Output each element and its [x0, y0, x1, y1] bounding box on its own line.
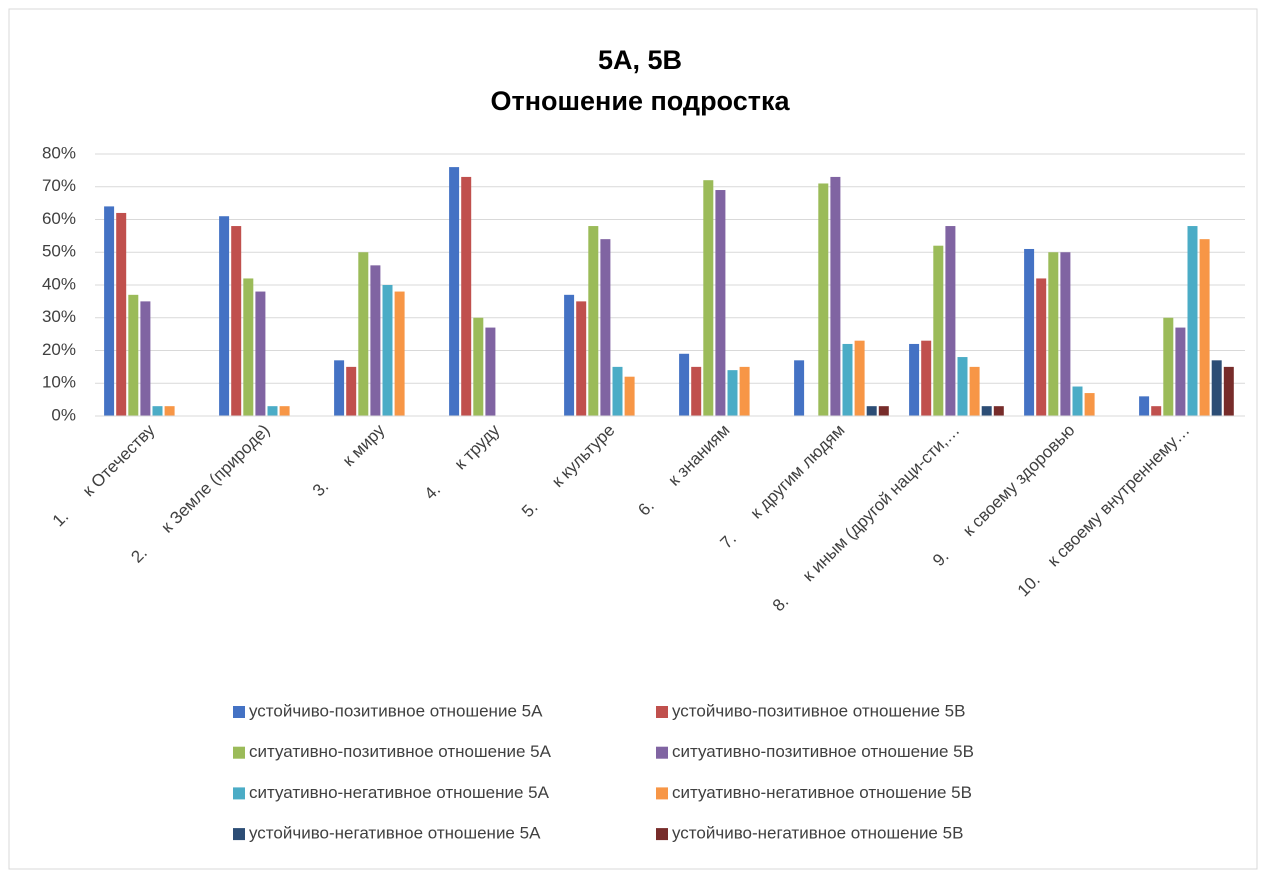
y-tick-label: 60% [42, 209, 76, 228]
bar [981, 406, 992, 416]
legend-label: устойчиво-негативное отношение 5В [672, 824, 963, 843]
chart-title: Отношение подростка [491, 86, 791, 116]
chart-title: 5A, 5B [598, 45, 682, 75]
bar [1036, 278, 1047, 416]
bar [600, 239, 611, 416]
bar [382, 285, 393, 416]
bar [1223, 366, 1234, 416]
bar [279, 406, 290, 416]
bar [794, 360, 805, 416]
bar [564, 294, 575, 416]
bar [854, 340, 865, 416]
bar [164, 406, 175, 416]
bar [588, 226, 599, 416]
bar [679, 353, 690, 416]
y-tick-label: 0% [51, 405, 76, 424]
bar [152, 406, 163, 416]
legend-label: устойчиво-позитивное отношение 5А [249, 701, 543, 720]
bar [219, 216, 230, 416]
legend-label: ситуативно-негативное отношение 5В [672, 783, 972, 802]
bar [993, 406, 1004, 416]
bar [1163, 317, 1174, 416]
bar [358, 252, 369, 416]
bar [715, 190, 726, 416]
y-tick-label: 80% [42, 143, 76, 162]
legend-swatch [233, 828, 245, 841]
legend-label: ситуативно-негативное отношение 5А [249, 783, 550, 802]
y-tick-label: 40% [42, 274, 76, 293]
bar [921, 340, 932, 416]
y-tick-label: 30% [42, 307, 76, 326]
y-tick-label: 20% [42, 340, 76, 359]
bar [231, 226, 242, 416]
bar [957, 357, 968, 416]
bar [370, 265, 381, 416]
legend-swatch [233, 746, 245, 759]
bar [703, 180, 714, 416]
bar [818, 183, 829, 416]
chart-border [8, 8, 1258, 870]
bar [104, 206, 115, 416]
bar [969, 366, 980, 416]
bar [116, 212, 127, 416]
bar [1084, 393, 1095, 416]
bar [1072, 386, 1083, 416]
bar [727, 370, 738, 416]
bar [1175, 327, 1186, 416]
bar [461, 176, 472, 416]
legend-label: устойчиво-позитивное отношение 5В [672, 701, 965, 720]
bar [691, 366, 702, 416]
legend-swatch [656, 746, 668, 759]
bar [128, 294, 139, 416]
legend-swatch [656, 828, 668, 841]
bar [394, 291, 405, 416]
bar [1151, 406, 1162, 416]
bar [1139, 396, 1150, 416]
bar [1024, 248, 1035, 416]
legend-label: ситуативно-позитивное отношение 5А [249, 742, 552, 761]
bar [140, 301, 151, 416]
bar [473, 317, 484, 416]
y-tick-label: 50% [42, 242, 76, 261]
bar [933, 245, 944, 416]
bar [346, 366, 357, 416]
legend-swatch [656, 787, 668, 800]
bar [449, 167, 460, 416]
legend-swatch [233, 706, 245, 718]
bar [576, 301, 587, 416]
bar [1211, 360, 1222, 416]
bar [1060, 252, 1071, 416]
bar [624, 376, 635, 416]
bar [612, 366, 623, 416]
bar [866, 406, 877, 416]
legend-label: устойчиво-негативное отношение 5А [249, 824, 541, 843]
y-tick-label: 10% [42, 373, 76, 392]
bar [909, 343, 920, 416]
bar [243, 278, 254, 416]
bar [1187, 226, 1198, 416]
bar [1199, 239, 1210, 416]
bar [945, 226, 956, 416]
legend-label: ситуативно-позитивное отношение 5В [672, 742, 974, 761]
legend-swatch [656, 706, 668, 718]
bar [842, 343, 853, 416]
legend-swatch [233, 787, 245, 800]
bar [739, 366, 750, 416]
bar [1048, 252, 1059, 416]
bar [878, 406, 889, 416]
bar [255, 291, 266, 416]
bar [267, 406, 278, 416]
bar [830, 176, 841, 416]
y-tick-label: 70% [42, 176, 76, 195]
bar [485, 327, 496, 416]
bar [334, 360, 345, 416]
